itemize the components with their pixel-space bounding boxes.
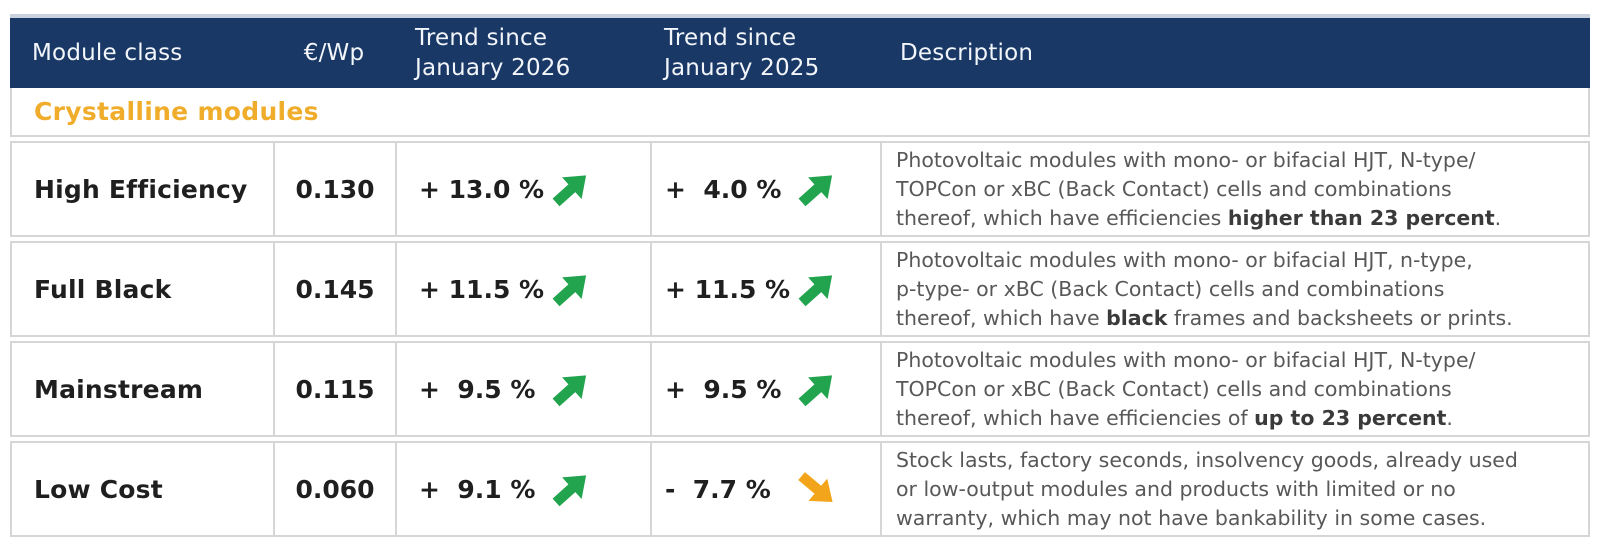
column-header-price-eur-wp: €/Wp [303,40,365,66]
description-cell: Photovoltaic modules with mono- or bifac… [880,143,1588,235]
trend-2026-cell: + 9.5 % [395,343,650,435]
module-class-cell: Full Black [12,243,273,335]
trend-up-arrow-icon [791,165,843,213]
table-row: High Efficiency 0.130 + 13.0 % + 4.0 % Photo… [10,141,1590,237]
section-row-crystalline-modules: Crystalline modules [10,88,1590,137]
trend-2025-cell: - 7.7 % [650,443,880,535]
trend-down-arrow-icon [791,465,843,513]
price-cell: 0.115 [273,343,395,435]
trend-2026-cell: + 9.1 % [395,443,650,535]
column-header-trend-since-jan-2026: Trend since January 2026 [415,25,571,81]
trend-value: + 4.0 % [665,174,782,204]
trend-value: + 9.5 % [419,374,536,404]
module-class-cell: Low Cost [12,443,273,535]
trend-up-arrow-icon [545,265,597,313]
trend-2025-cell: + 11.5 % [650,243,880,335]
trend-value: + 11.5 % [419,274,545,304]
column-header-trend-since-jan-2025: Trend since January 2025 [664,25,820,81]
column-header-description: Description [900,40,1034,66]
table-row: Low Cost 0.060 + 9.1 % - 7.7 % Stock lasts, … [10,441,1590,537]
description-cell: Photovoltaic modules with mono- or bifac… [880,243,1588,335]
trend-value: + 11.5 % [665,274,791,304]
price-value: 0.145 [295,274,375,304]
trend-2025-cell: + 9.5 % [650,343,880,435]
module-class-cell: High Efficiency [12,143,273,235]
table-row: Full Black 0.145 + 11.5 % + 11.5 % Photovolt… [10,241,1590,337]
price-cell: 0.145 [273,243,395,335]
module-class-label: Mainstream [34,374,204,404]
trend-value: + 9.1 % [419,474,536,504]
trend-value: + 13.0 % [419,174,545,204]
price-value: 0.115 [295,374,375,404]
description-cell: Stock lasts, factory seconds, insolvency… [880,443,1588,535]
module-class-label: High Efficiency [34,174,248,204]
column-header-module-class: Module class [32,40,183,66]
trend-up-arrow-icon [545,465,597,513]
trend-value: + 9.5 % [665,374,782,404]
header-row: Module class €/Wp Trend since January 2026 T… [10,14,1590,88]
trend-value: - 7.7 % [665,474,771,504]
section-label: Crystalline modules [34,97,319,126]
trend-up-arrow-icon [791,365,843,413]
module-class-cell: Mainstream [12,343,273,435]
trend-2026-cell: + 13.0 % [395,143,650,235]
module-class-label: Low Cost [34,474,163,504]
trend-2025-cell: + 4.0 % [650,143,880,235]
trend-up-arrow-icon [545,165,597,213]
description-cell: Photovoltaic modules with mono- or bifac… [880,343,1588,435]
table-row: Mainstream 0.115 + 9.5 % + 9.5 % Photovoltai… [10,341,1590,437]
price-value: 0.060 [295,474,375,504]
trend-up-arrow-icon [791,265,843,313]
price-cell: 0.060 [273,443,395,535]
trend-2026-cell: + 11.5 % [395,243,650,335]
price-value: 0.130 [295,174,375,204]
price-cell: 0.130 [273,143,395,235]
table: Module class €/Wp Trend since January 2026 T… [10,14,1590,537]
table-body: High Efficiency 0.130 + 13.0 % + 4.0 % Photo… [10,141,1590,537]
trend-up-arrow-icon [545,365,597,413]
module-class-label: Full Black [34,274,172,304]
